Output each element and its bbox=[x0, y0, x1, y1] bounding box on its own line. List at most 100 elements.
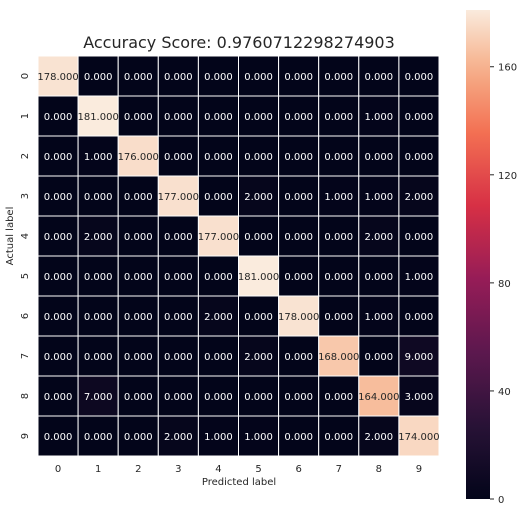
cell-value-label: 9.000 bbox=[405, 352, 434, 363]
heatmap-cell bbox=[398, 335, 440, 377]
heatmap-cell bbox=[238, 295, 280, 337]
y-tick-label: 2 bbox=[20, 153, 31, 159]
heatmap-cell bbox=[278, 215, 320, 257]
heatmap-cell-labels: 178.000 0.000 0.000 0.000 0.000 0.000 0.000 0.0… bbox=[37, 72, 439, 443]
heatmap-cell bbox=[77, 415, 119, 457]
cell-value-label: 164.000 bbox=[358, 392, 399, 403]
cell-value-label: 1.000 bbox=[84, 152, 113, 163]
cell-value-label: 0.000 bbox=[164, 272, 193, 283]
cell-value-label: 0.000 bbox=[284, 272, 313, 283]
heatmap-cell bbox=[318, 55, 360, 97]
cell-value-label: 0.000 bbox=[405, 232, 434, 243]
cell-value-label: 0.000 bbox=[284, 232, 313, 243]
colorbar-tick-label: 0 bbox=[498, 495, 504, 506]
cell-value-label: 0.000 bbox=[204, 112, 233, 123]
x-tick-label: 9 bbox=[416, 464, 422, 475]
cell-value-label: 0.000 bbox=[284, 392, 313, 403]
heatmap-cell bbox=[358, 295, 400, 337]
cell-value-label: 0.000 bbox=[124, 72, 153, 83]
cell-value-label: 0.000 bbox=[284, 152, 313, 163]
heatmap-cells bbox=[37, 55, 440, 457]
heatmap-cell bbox=[157, 95, 199, 137]
cell-value-label: 0.000 bbox=[324, 392, 353, 403]
heatmap-cell bbox=[117, 375, 159, 417]
cell-value-label: 0.000 bbox=[124, 192, 153, 203]
heatmap-cell bbox=[77, 95, 119, 137]
cell-value-label: 0.000 bbox=[284, 352, 313, 363]
cell-value-label: 0.000 bbox=[405, 72, 434, 83]
cell-value-label: 0.000 bbox=[84, 352, 113, 363]
cell-value-label: 0.000 bbox=[244, 112, 273, 123]
cell-value-label: 0.000 bbox=[44, 432, 73, 443]
cell-value-label: 0.000 bbox=[365, 272, 394, 283]
cell-value-label: 0.000 bbox=[124, 312, 153, 323]
cell-value-label: 0.000 bbox=[84, 72, 113, 83]
cell-value-label: 0.000 bbox=[284, 112, 313, 123]
cell-value-label: 0.000 bbox=[44, 232, 73, 243]
heatmap-cell bbox=[398, 375, 440, 417]
heatmap-cell bbox=[358, 375, 400, 417]
x-tick-label: 0 bbox=[55, 464, 61, 475]
heatmap-cell bbox=[358, 95, 400, 137]
colorbar-tick-label: 160 bbox=[498, 63, 517, 74]
cell-value-label: 0.000 bbox=[84, 432, 113, 443]
cell-value-label: 0.000 bbox=[244, 152, 273, 163]
cell-value-label: 0.000 bbox=[284, 192, 313, 203]
cell-value-label: 0.000 bbox=[164, 152, 193, 163]
colorbar-tick-label: 40 bbox=[498, 387, 511, 398]
heatmap-cell bbox=[157, 375, 199, 417]
heatmap-cell bbox=[197, 415, 239, 457]
cell-value-label: 1.000 bbox=[405, 272, 434, 283]
heatmap-cell bbox=[318, 215, 360, 257]
cell-value-label: 0.000 bbox=[164, 112, 193, 123]
cell-value-label: 0.000 bbox=[405, 112, 434, 123]
heatmap-cell bbox=[238, 415, 280, 457]
cell-value-label: 0.000 bbox=[324, 72, 353, 83]
cell-value-label: 0.000 bbox=[44, 192, 73, 203]
cell-value-label: 0.000 bbox=[244, 232, 273, 243]
cell-value-label: 3.000 bbox=[405, 392, 434, 403]
heatmap-cell bbox=[37, 55, 79, 97]
heatmap-cell bbox=[197, 255, 239, 297]
heatmap-cell bbox=[398, 135, 440, 177]
cell-value-label: 0.000 bbox=[84, 192, 113, 203]
heatmap-cell bbox=[318, 135, 360, 177]
cell-value-label: 2.000 bbox=[405, 192, 434, 203]
heatmap-cell bbox=[398, 95, 440, 137]
cell-value-label: 0.000 bbox=[204, 272, 233, 283]
y-tick-labels: 0 1 2 3 4 5 6 7 8 9 bbox=[20, 73, 31, 439]
x-tick-label: 2 bbox=[135, 464, 141, 475]
heatmap-cell bbox=[77, 335, 119, 377]
cell-value-label: 0.000 bbox=[164, 352, 193, 363]
cell-value-label: 0.000 bbox=[204, 392, 233, 403]
heatmap-cell bbox=[278, 95, 320, 137]
cell-value-label: 0.000 bbox=[324, 232, 353, 243]
x-tick-label: 4 bbox=[215, 464, 221, 475]
y-tick-label: 0 bbox=[20, 73, 31, 79]
cell-value-label: 0.000 bbox=[244, 392, 273, 403]
x-tick-label: 8 bbox=[376, 464, 382, 475]
y-tick-label: 1 bbox=[20, 113, 31, 119]
cell-value-label: 2.000 bbox=[164, 432, 193, 443]
cell-value-label: 2.000 bbox=[365, 432, 394, 443]
cell-value-label: 1.000 bbox=[365, 112, 394, 123]
cell-value-label: 0.000 bbox=[164, 312, 193, 323]
heatmap-cell bbox=[358, 255, 400, 297]
x-tick-labels: 0 1 2 3 4 5 6 7 8 9 bbox=[55, 464, 422, 475]
heatmap-cell bbox=[238, 175, 280, 217]
heatmap-cell bbox=[37, 415, 79, 457]
heatmap-cell bbox=[157, 335, 199, 377]
heatmap-cell bbox=[117, 415, 159, 457]
heatmap-cell bbox=[37, 375, 79, 417]
cell-value-label: 0.000 bbox=[204, 352, 233, 363]
heatmap-cell bbox=[278, 175, 320, 217]
cell-value-label: 177.000 bbox=[158, 192, 199, 203]
cell-value-label: 0.000 bbox=[324, 432, 353, 443]
cell-value-label: 0.000 bbox=[365, 152, 394, 163]
cell-value-label: 0.000 bbox=[124, 352, 153, 363]
x-tick-label: 1 bbox=[95, 464, 101, 475]
cell-value-label: 0.000 bbox=[164, 72, 193, 83]
heatmap-cell bbox=[398, 415, 440, 457]
